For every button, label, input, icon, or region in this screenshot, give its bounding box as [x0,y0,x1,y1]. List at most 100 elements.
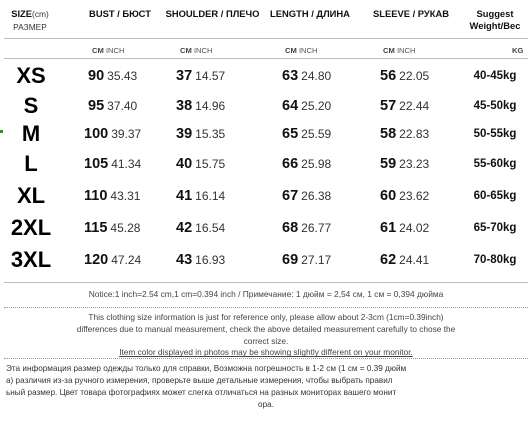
length-inch: 26.77 [301,221,332,235]
bust-inch: 41.34 [111,157,142,171]
unit-cm: CM [180,46,192,55]
weight-cell: 50-55kg [473,128,517,140]
bust-cm: 115 [84,220,108,236]
sleeve-cell: 61 24.02 [380,214,429,242]
sleeve-cell: 58 22.83 [380,120,429,148]
size-row-xs: XS 90 35.43 37 14.57 63 24.80 56 22.05 40-45… [0,62,532,92]
length-cm: 63 [282,68,299,84]
bust-inch: 47.24 [111,253,142,267]
length-cell: 65 25.59 [282,120,331,148]
size-label: 2XL [10,215,52,240]
length-inch: 25.20 [301,99,332,113]
shoulder-cm: 38 [176,98,193,114]
bust-cell: 90 35.43 [88,62,137,90]
length-inch: 25.59 [301,127,332,141]
sleeve-inch: 24.41 [399,253,430,267]
sleeve-cell: 59 23.23 [380,150,429,178]
length-cell: 68 26.77 [282,214,331,242]
header-weight-line2: Weight/Bec [469,20,521,31]
length-cell: 66 25.98 [282,150,331,178]
shoulder-cell: 37 14.57 [176,62,225,90]
russian-note-line: ьный размер. Цвет товара фотографиях мож… [6,388,397,397]
bust-cell: 95 37.40 [88,92,137,120]
sleeve-cm: 60 [380,188,397,204]
bust-inch: 43.31 [110,189,141,203]
unit-shoulder: CM INCH [180,46,213,55]
shoulder-cm: 42 [176,220,193,236]
length-inch: 24.80 [301,69,332,83]
size-label: 3XL [10,247,52,272]
bust-cm: 90 [88,68,105,84]
bust-inch: 35.43 [107,69,138,83]
bust-cell: 110 43.31 [84,182,140,210]
bust-cell: 100 39.37 [84,120,141,148]
length-cell: 64 25.20 [282,92,331,120]
header-length: LENGTH / ДЛИНА [270,8,350,19]
russian-note-line: ора. [258,400,274,409]
weight-cell: 70-80kg [473,254,517,266]
header-divider [4,38,528,39]
length-inch: 26.38 [301,189,332,203]
shoulder-cell: 40 15.75 [176,150,225,178]
unit-length: CM INCH [285,46,318,55]
sleeve-inch: 23.23 [399,157,430,171]
unit-inch: INCH [105,46,125,55]
unit-inch: INCH [298,46,318,55]
unit-weight: KG [512,46,523,55]
size-row-l: L 105 41.34 40 15.75 66 25.98 59 23.23 55-60… [0,150,532,180]
sleeve-cm: 62 [380,252,397,268]
header-sleeve: SLEEVE / РУКАВ [372,8,450,19]
english-note: This clothing size information is just f… [14,312,518,359]
shoulder-cm: 41 [176,188,193,204]
bust-cm: 105 [84,156,109,172]
bust-inch: 37.40 [107,99,138,113]
sleeve-cm: 59 [380,156,397,172]
unit-sleeve: CM INCH [383,46,416,55]
weight-cell: 40-45kg [473,70,517,82]
sleeve-inch: 22.05 [399,69,430,83]
shoulder-inch: 16.54 [195,221,226,235]
header-weight: Suggest Weight/Bec [462,8,528,38]
length-cm: 69 [282,252,299,268]
bust-cm: 100 [84,126,109,142]
english-note-line: Item color displayed in photos may be sh… [119,347,413,358]
header-size-unit: (cm) [32,9,49,19]
length-cm: 66 [282,156,299,172]
units-divider [4,58,528,59]
weight-cell: 55-60kg [473,158,517,170]
length-cell: 67 26.38 [282,182,331,210]
sleeve-inch: 22.44 [399,99,430,113]
russian-note: Эта информация размер одежды только для … [6,363,526,411]
corner-mark [0,130,3,133]
notice-separator [4,307,528,308]
english-note-line: differences due to manual measurement, c… [76,323,456,334]
weight-cell: 45-50kg [473,100,517,112]
shoulder-cell: 41 16.14 [176,182,225,210]
shoulder-cm: 39 [176,126,193,142]
length-cm: 65 [282,126,299,142]
shoulder-cell: 43 16.93 [176,246,225,274]
shoulder-inch: 16.93 [195,253,226,267]
size-label: S [23,93,39,118]
english-note-line: correct size. [243,335,289,346]
sleeve-cm: 61 [380,220,397,236]
russian-note-line: а) различия из-за ручного измерения, про… [6,376,393,385]
english-note-line: This clothing size information is just f… [88,312,444,322]
shoulder-cm: 37 [176,68,193,84]
table-bottom-divider [4,282,528,283]
size-label: XL [16,183,46,208]
shoulder-inch: 16.14 [195,189,226,203]
header-shoulder: SHOULDER / ПЛЕЧО [165,8,260,19]
shoulder-cell: 38 14.96 [176,92,225,120]
length-inch: 27.17 [301,253,332,267]
bust-cm: 95 [88,98,105,114]
russian-note-line: Эта информация размер одежды только для … [6,364,407,373]
sleeve-inch: 23.62 [399,189,430,203]
sleeve-inch: 24.02 [399,221,430,235]
bust-cell: 105 41.34 [84,150,141,178]
shoulder-cm: 43 [176,252,193,268]
sleeve-cm: 56 [380,68,397,84]
unit-inch: INCH [396,46,416,55]
sleeve-cell: 57 22.44 [380,92,429,120]
shoulder-cm: 40 [176,156,193,172]
